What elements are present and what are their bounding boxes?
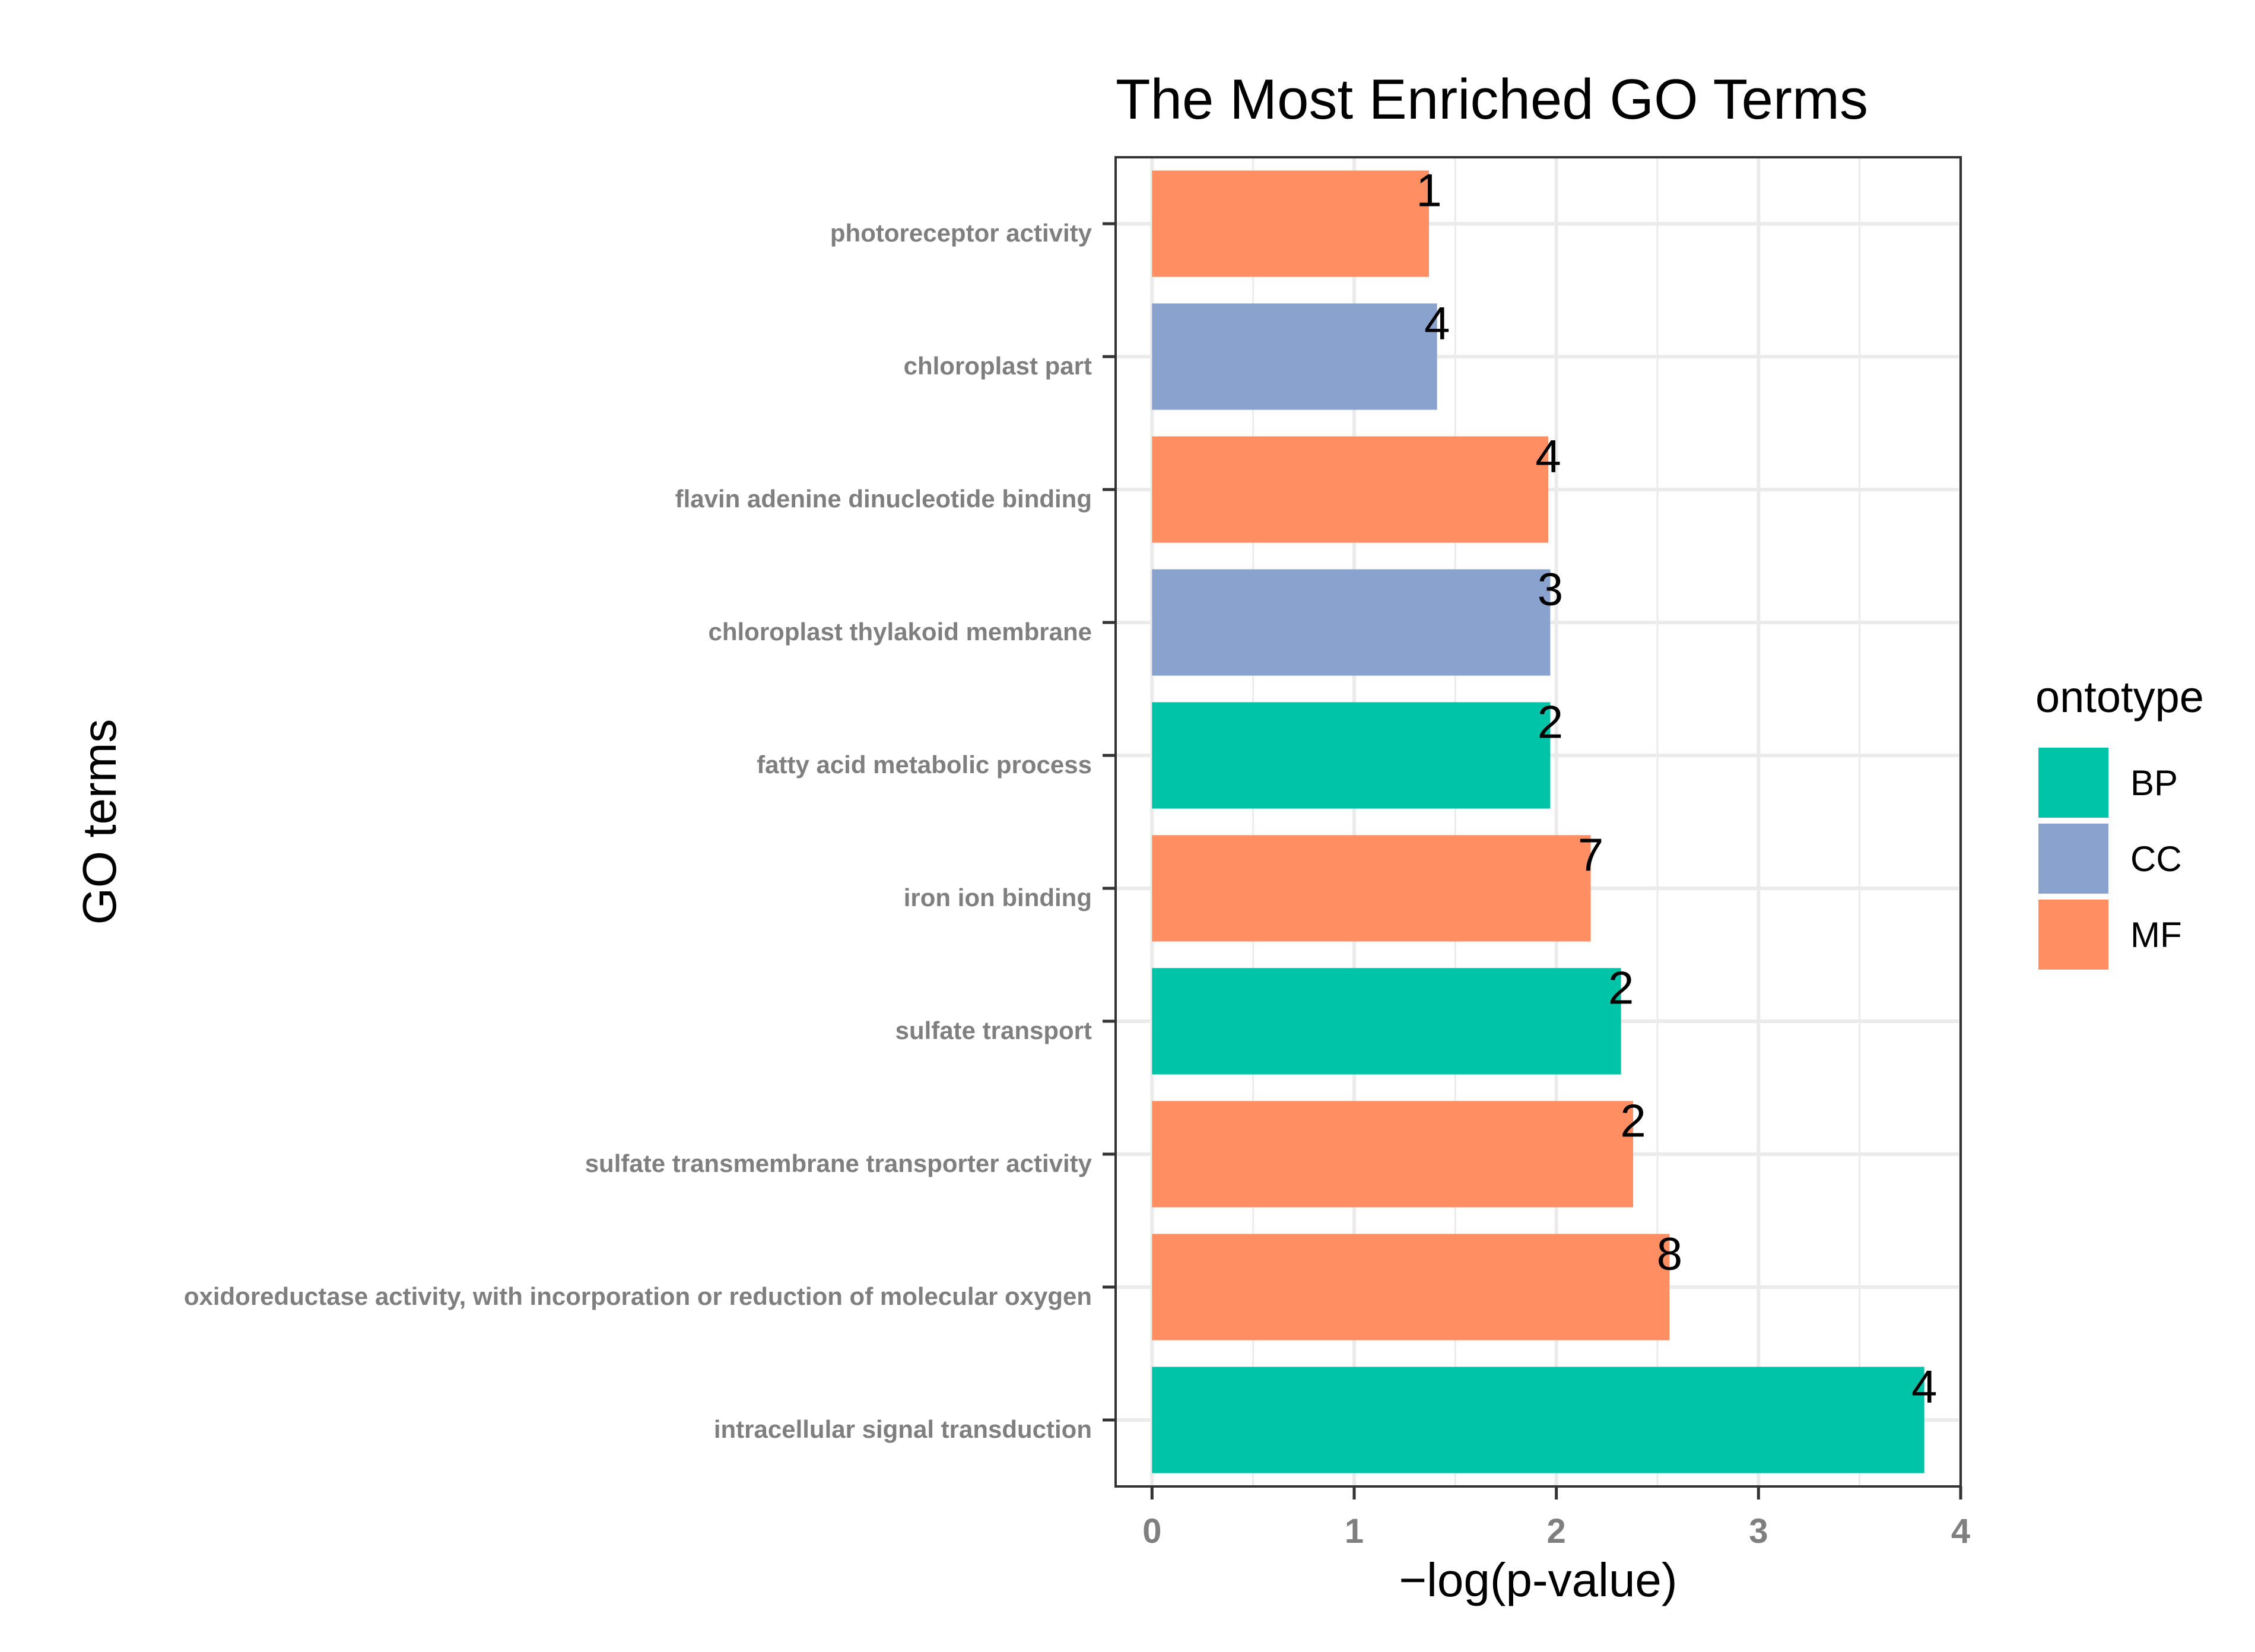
x-axis-title: −log(p-value) bbox=[1399, 1553, 1677, 1606]
bar bbox=[1152, 303, 1437, 410]
bar-count-label: 2 bbox=[1620, 1094, 1646, 1146]
panel-border bbox=[1114, 156, 1962, 1488]
legend-key-bp bbox=[2038, 748, 2108, 818]
y-tick-label: sulfate transport bbox=[895, 1016, 1092, 1044]
bar bbox=[1152, 436, 1549, 543]
bar bbox=[1152, 170, 1430, 277]
x-tick-label: 3 bbox=[1749, 1512, 1768, 1551]
bar bbox=[1152, 968, 1621, 1075]
y-tick-label: intracellular signal transduction bbox=[714, 1415, 1092, 1443]
y-tick-label: sulfate transmembrane transporter activi… bbox=[585, 1149, 1092, 1177]
x-tick-label: 1 bbox=[1345, 1512, 1364, 1551]
y-tick-label: iron ion binding bbox=[904, 884, 1092, 911]
legend: ontotype BP CC MF bbox=[2035, 672, 2204, 970]
y-tick-label: chloroplast part bbox=[904, 352, 1092, 380]
bar-count-label: 4 bbox=[1911, 1360, 1937, 1412]
bar bbox=[1152, 1234, 1670, 1340]
bar bbox=[1152, 702, 1551, 809]
y-tick-label: chloroplast thylakoid membrane bbox=[709, 618, 1092, 646]
y-tick-label: oxidoreductase activity, with incorporat… bbox=[184, 1282, 1092, 1310]
legend-key-cc bbox=[2038, 824, 2108, 894]
y-tick-label: flavin adenine dinucleotide binding bbox=[675, 485, 1092, 513]
bar bbox=[1152, 835, 1591, 942]
legend-label: BP bbox=[2130, 763, 2178, 803]
y-tick-label: fatty acid metabolic process bbox=[757, 751, 1092, 779]
bar-count-label: 2 bbox=[1538, 695, 1563, 748]
x-tick-label: 2 bbox=[1547, 1512, 1566, 1551]
x-tick-label: 0 bbox=[1142, 1512, 1161, 1551]
legend-title: ontotype bbox=[2035, 672, 2204, 722]
bar bbox=[1152, 569, 1551, 676]
y-tick-label: photoreceptor activity bbox=[830, 219, 1092, 247]
bar-count-label: 4 bbox=[1535, 430, 1561, 482]
legend-key-mf bbox=[2038, 900, 2108, 970]
legend-label: MF bbox=[2130, 915, 2182, 955]
bar-count-label: 4 bbox=[1424, 297, 1450, 349]
y-axis-title: GO terms bbox=[73, 719, 126, 925]
bar-count-label: 2 bbox=[1608, 961, 1634, 1014]
chart-title: The Most Enriched GO Terms bbox=[1116, 68, 1868, 131]
legend-label: CC bbox=[2130, 839, 2182, 879]
bar-count-label: 8 bbox=[1657, 1227, 1682, 1279]
bar-count-label: 3 bbox=[1538, 563, 1563, 615]
bar bbox=[1152, 1367, 1924, 1473]
bar bbox=[1152, 1101, 1634, 1208]
bar-count-label: 1 bbox=[1416, 164, 1441, 216]
bar-count-label: 7 bbox=[1578, 828, 1603, 881]
x-tick-label: 4 bbox=[1951, 1512, 1970, 1551]
